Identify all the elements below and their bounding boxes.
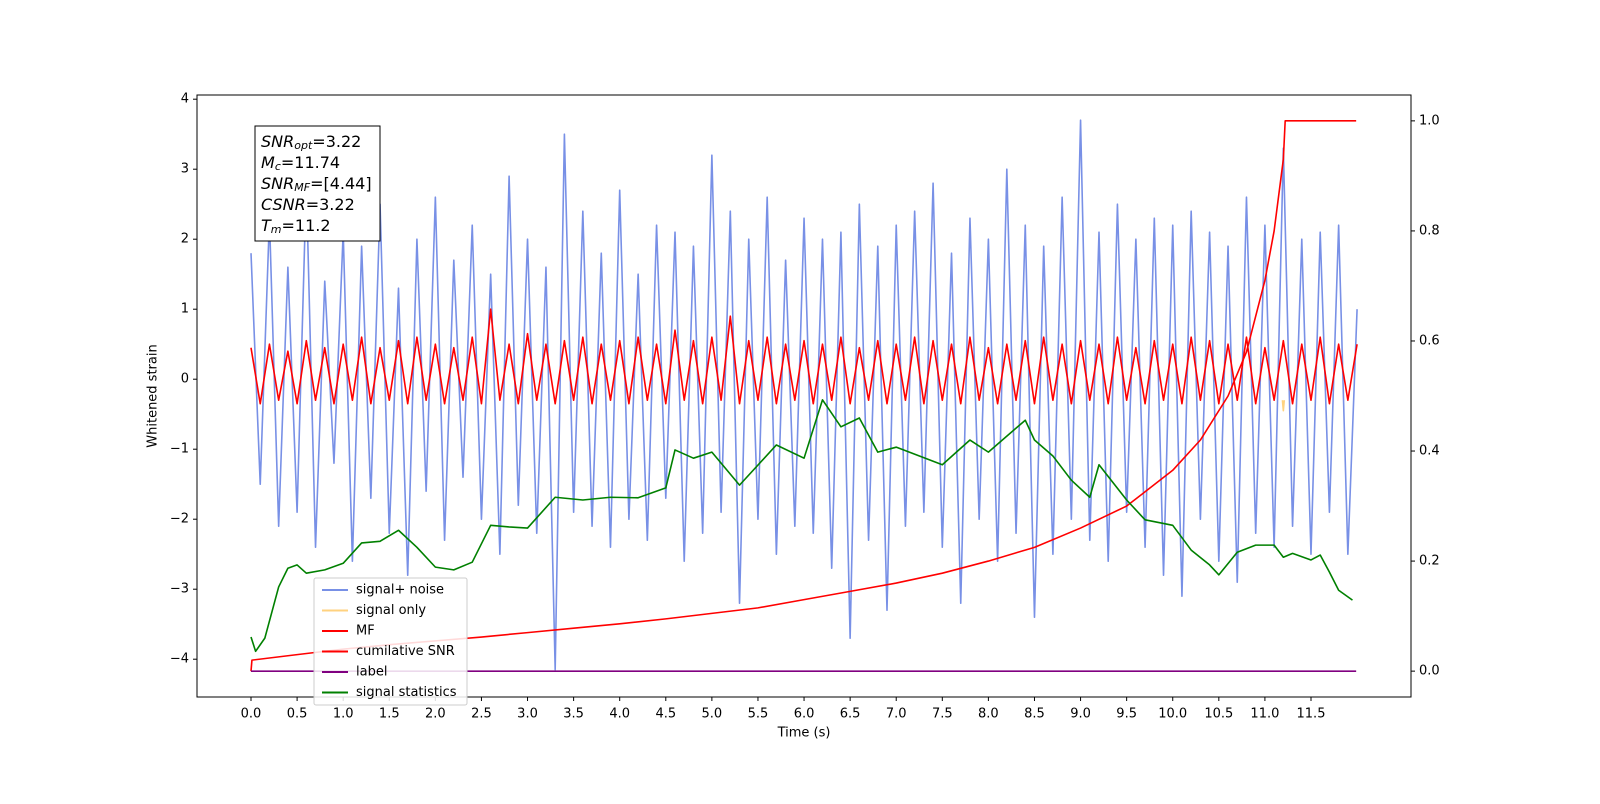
x-tick-label: 10.5 — [1204, 707, 1233, 722]
y-tick-label: −4 — [170, 652, 189, 667]
legend-label: signal only — [356, 603, 426, 618]
annotation-text: =[4.44] — [310, 174, 372, 193]
legend-label: signal statistics — [356, 685, 457, 700]
annotation-text: =11.2 — [282, 216, 331, 235]
series-line — [250, 308, 1358, 405]
x-tick-label: 3.5 — [563, 707, 584, 722]
legend: signal+ noise signal only MF cumilative SNR… — [313, 577, 468, 706]
series-line — [250, 119, 1358, 671]
y2-tick-label: 0.0 — [1419, 664, 1440, 679]
x-tick-label: 5.0 — [702, 707, 723, 722]
legend-label: MF — [356, 624, 375, 639]
x-tick-label: 6.0 — [794, 707, 815, 722]
y-tick-label: 0 — [181, 372, 189, 387]
annotation-subscript: MF — [294, 181, 310, 194]
y-axis-label: Whitened strain — [146, 344, 161, 447]
x-tick-label: 11.0 — [1250, 707, 1279, 722]
x-tick-label: 0.5 — [287, 707, 308, 722]
annotation-subscript: c — [275, 160, 281, 173]
annotation: SNRopt=3.22Mc=11.74SNRMF=[4.44]CSNR=3.22… — [254, 125, 381, 242]
y2-tick-label: 0.8 — [1419, 223, 1440, 238]
annotation-text: =11.74 — [281, 153, 340, 172]
legend-label: label — [356, 665, 387, 680]
y-tick-label: 3 — [181, 162, 189, 177]
x-tick-label: 8.0 — [978, 707, 999, 722]
legend-box — [313, 577, 468, 706]
y-tick-label: −2 — [170, 512, 189, 527]
x-tick-label: 9.0 — [1070, 707, 1091, 722]
annotation-line: SNRMF=[4.44] — [261, 174, 372, 195]
x-tick-label: 3.0 — [517, 707, 538, 722]
y2-tick-label: 0.4 — [1419, 444, 1440, 459]
annotation-line: Tm=11.2 — [261, 216, 331, 237]
annotation-line: Mc=11.74 — [261, 153, 340, 174]
x-tick-label: 2.0 — [425, 707, 446, 722]
y2-tick-label: 1.0 — [1419, 113, 1440, 128]
annotation-subscript: opt — [294, 139, 313, 152]
y-tick-label: 1 — [181, 302, 189, 317]
y-tick-label: −1 — [170, 442, 189, 457]
x-tick-label: 9.5 — [1116, 707, 1137, 722]
annotation-symbol: CSNR — [261, 195, 306, 214]
x-tick-label: 8.5 — [1024, 707, 1045, 722]
y2-tick-label: 0.2 — [1419, 554, 1440, 569]
x-tick-label: 0.0 — [241, 707, 262, 722]
annotation-symbol: SNR — [261, 174, 294, 193]
x-tick-label: 4.0 — [609, 707, 630, 722]
legend-label: signal+ noise — [356, 583, 444, 598]
y2-tick-label: 0.6 — [1419, 333, 1440, 348]
series-line — [250, 399, 1353, 653]
y-tick-label: −3 — [170, 582, 189, 597]
annotation-subscript: m — [271, 223, 282, 236]
annotation-text: =3.22 — [306, 195, 355, 214]
annotation-symbol: T — [261, 216, 272, 235]
x-tick-label: 6.5 — [840, 707, 861, 722]
annotation-box — [254, 125, 381, 242]
series-line — [1281, 400, 1286, 412]
x-tick-label: 7.0 — [886, 707, 907, 722]
x-tick-label: 5.5 — [748, 707, 769, 722]
x-tick-label: 1.5 — [379, 707, 400, 722]
annotation-text: =3.22 — [312, 132, 361, 151]
annotation-symbol: M — [261, 153, 275, 172]
legend-label: cumilative SNR — [356, 644, 455, 659]
x-tick-label: 4.5 — [655, 707, 676, 722]
x-tick-label: 2.5 — [471, 707, 492, 722]
annotation-symbol: SNR — [261, 132, 294, 151]
x-tick-label: 11.5 — [1297, 707, 1326, 722]
annotation-line: CSNR=3.22 — [261, 195, 355, 214]
x-tick-label: 10.0 — [1158, 707, 1187, 722]
x-tick-label: 7.5 — [932, 707, 953, 722]
x-axis-label: Time (s) — [777, 726, 831, 741]
annotation-line: SNRopt=3.22 — [261, 132, 361, 153]
y-tick-label: 4 — [181, 92, 189, 107]
y-tick-label: 2 — [181, 232, 189, 247]
x-tick-label: 1.0 — [333, 707, 354, 722]
